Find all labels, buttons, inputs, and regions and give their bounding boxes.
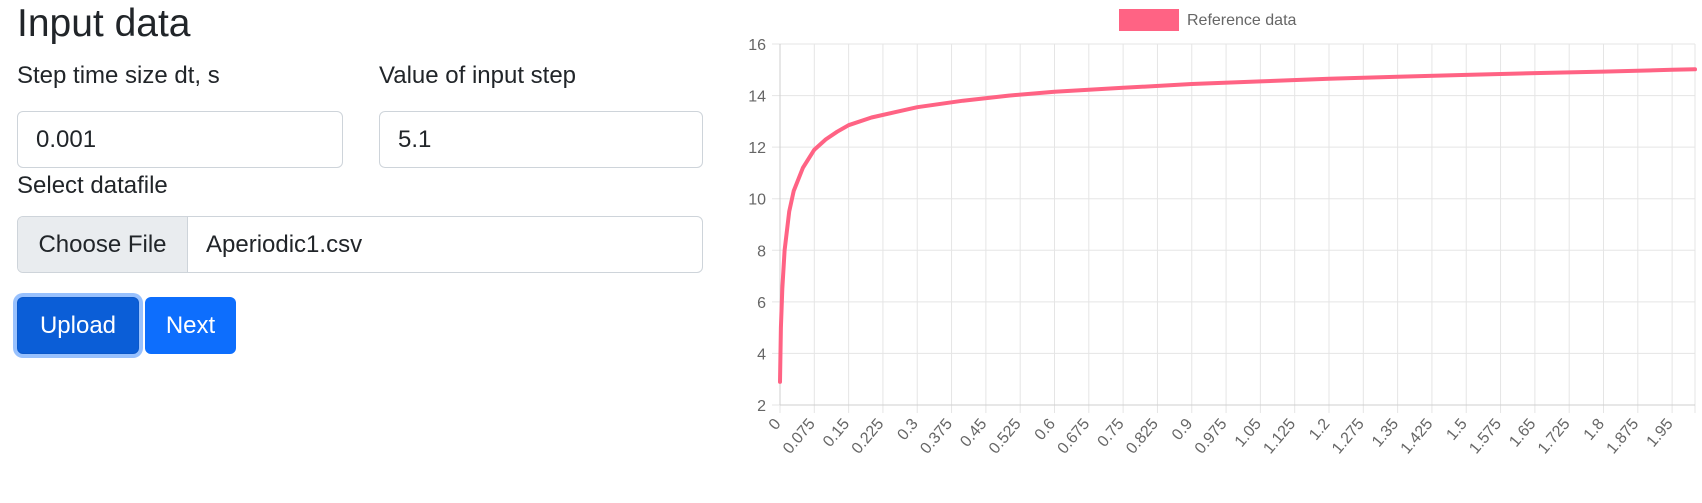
x-tick-label: 0.675 (1055, 416, 1094, 458)
x-tick-label: 1.35 (1369, 416, 1402, 451)
x-tick-label: 0.525 (986, 416, 1025, 458)
y-tick-label: 14 (748, 89, 766, 106)
data-point (778, 380, 782, 384)
data-point (1258, 79, 1262, 83)
y-tick-label: 4 (757, 346, 766, 363)
x-tick-label: 0 (766, 416, 785, 434)
next-button[interactable]: Next (145, 297, 236, 354)
data-point (835, 130, 839, 134)
data-point (1670, 68, 1674, 72)
y-tick-label: 8 (757, 243, 766, 260)
y-tick-label: 10 (748, 192, 766, 209)
data-point (1601, 70, 1606, 74)
x-tick-label: 0.75 (1095, 416, 1128, 451)
data-point (961, 99, 965, 103)
data-point (801, 166, 805, 170)
x-tick-label: 0.225 (849, 416, 888, 458)
data-point (1052, 90, 1057, 94)
y-tick-label: 16 (748, 37, 766, 54)
choose-file-button[interactable]: Choose File (18, 217, 188, 272)
x-tick-label: 0.975 (1192, 416, 1231, 458)
x-tick-label: 1.425 (1398, 416, 1437, 458)
data-point (1533, 71, 1537, 75)
x-tick-label: 1.575 (1466, 416, 1505, 458)
data-point (869, 115, 874, 120)
file-input[interactable]: Choose File Aperiodic1.csv (17, 216, 703, 273)
upload-button[interactable]: Upload (17, 297, 139, 354)
y-tick-label: 2 (757, 398, 766, 415)
data-point (779, 326, 783, 330)
data-point (1327, 77, 1331, 81)
data-point (1121, 86, 1125, 90)
x-tick-label: 0.375 (917, 416, 956, 458)
x-tick-label: 1.95 (1644, 416, 1677, 451)
datafile-label: Select datafile (17, 172, 168, 199)
x-tick-label: 0.45 (957, 416, 990, 451)
x-tick-label: 1.875 (1604, 416, 1643, 458)
x-tick-label: 0.3 (894, 416, 921, 444)
x-tick-label: 0.825 (1123, 416, 1162, 458)
x-tick-label: 1.275 (1329, 416, 1368, 458)
y-tick-label: 6 (757, 295, 766, 312)
dt-label: Step time size dt, s (17, 62, 220, 89)
step-value-label: Value of input step (379, 62, 577, 89)
x-tick-label: 0.6 (1032, 416, 1059, 444)
data-point (824, 137, 828, 141)
data-point (1007, 94, 1011, 98)
x-tick-label: 0.075 (780, 416, 819, 458)
x-tick-label: 1.125 (1260, 416, 1299, 458)
x-tick-label: 1.65 (1506, 416, 1539, 451)
dt-input[interactable]: 0.001 (17, 111, 343, 168)
data-point (1464, 73, 1468, 77)
data-point (1396, 75, 1400, 79)
step-value-input[interactable]: 5.1 (379, 111, 703, 168)
page-title: Input data (17, 2, 191, 45)
data-point (787, 210, 791, 214)
x-tick-label: 1.8 (1581, 416, 1608, 444)
data-point (812, 148, 816, 152)
data-point (1190, 82, 1194, 86)
legend-label: Reference data (1187, 12, 1297, 29)
data-point (892, 110, 896, 114)
data-point (847, 123, 851, 127)
x-tick-label: 1.5 (1443, 416, 1470, 444)
data-point (1693, 67, 1697, 71)
x-tick-label: 1.725 (1535, 416, 1574, 458)
data-point (783, 248, 787, 252)
input-form: Input data Step time size dt, s 0.001 Va… (0, 0, 720, 503)
y-tick-label: 12 (748, 140, 766, 157)
x-tick-label: 1.2 (1306, 416, 1333, 444)
data-point (792, 189, 796, 193)
data-point (780, 287, 784, 291)
data-point (915, 105, 919, 109)
legend-swatch (1119, 9, 1179, 31)
x-tick-label: 0.9 (1169, 416, 1196, 444)
x-tick-label: 0.15 (820, 416, 853, 451)
selected-file-name: Aperiodic1.csv (206, 231, 363, 258)
x-tick-label: 1.05 (1232, 416, 1265, 451)
